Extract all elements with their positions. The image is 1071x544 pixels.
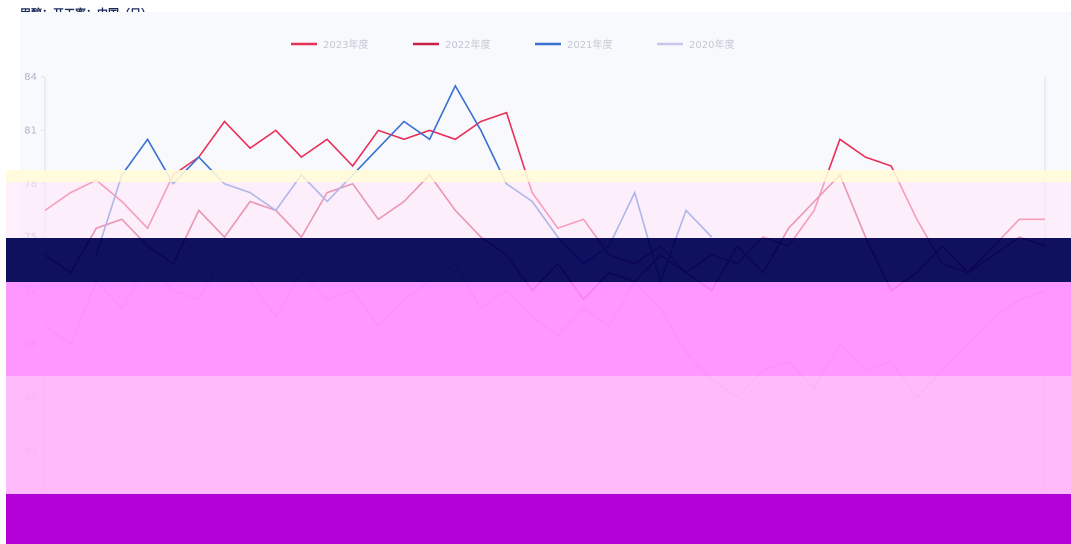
glitch-band [6, 494, 1071, 544]
legend-label: 2023年度 [323, 38, 368, 51]
glitch-band [6, 282, 1071, 376]
glitch-band [6, 170, 1071, 182]
glitch-band [6, 238, 1071, 282]
y-tick-label: 81 [24, 125, 37, 136]
glitch-band [6, 182, 1071, 238]
legend-label: 2021年度 [567, 38, 612, 51]
y-tick-label: 84 [24, 72, 37, 83]
legend-label: 2022年度 [445, 38, 490, 51]
legend-label: 2020年度 [689, 38, 734, 51]
glitch-band [6, 376, 1071, 494]
